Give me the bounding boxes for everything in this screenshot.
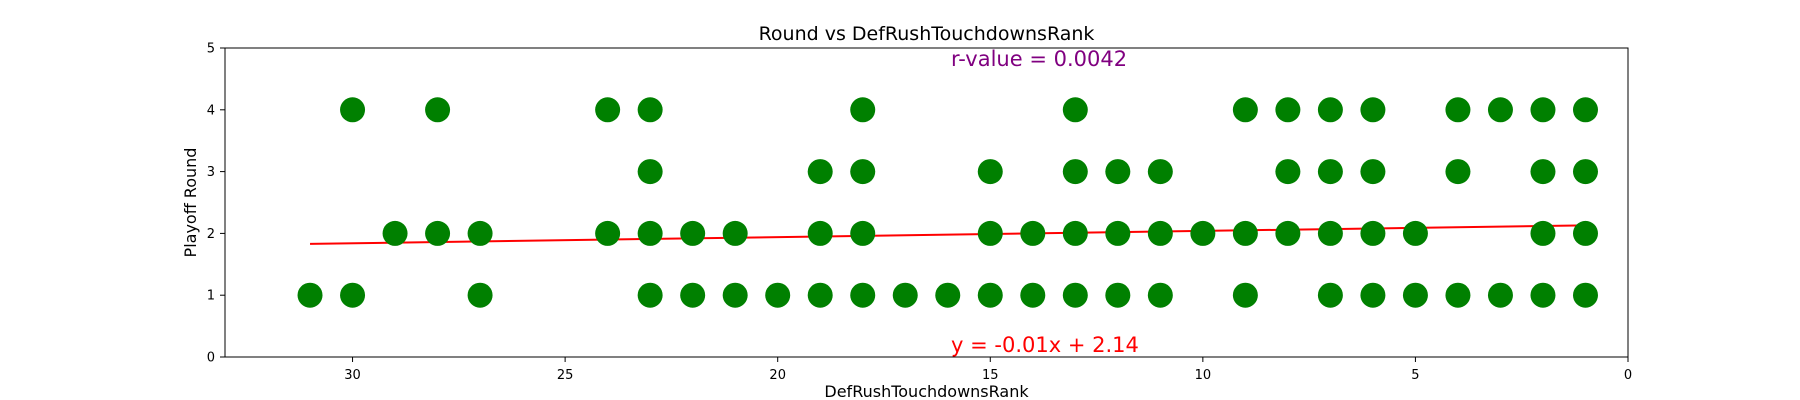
data-point bbox=[1062, 220, 1088, 246]
data-point bbox=[425, 220, 451, 246]
y-axis-ticks: 0 1 2 3 4 5 bbox=[207, 42, 225, 366]
data-point bbox=[722, 220, 748, 246]
data-point bbox=[637, 220, 663, 246]
data-point bbox=[1062, 282, 1088, 308]
data-point bbox=[1232, 282, 1258, 308]
data-point bbox=[1530, 282, 1556, 308]
y-tick-label: 3 bbox=[207, 165, 215, 180]
data-point bbox=[1020, 282, 1046, 308]
data-point bbox=[1317, 97, 1343, 123]
data-point bbox=[1445, 282, 1471, 308]
data-point bbox=[1232, 220, 1258, 246]
x-tick-label: 30 bbox=[344, 368, 361, 383]
data-point bbox=[722, 282, 748, 308]
x-tick-label: 0 bbox=[1624, 368, 1632, 383]
chart-title: Round vs DefRushTouchdownsRank bbox=[759, 23, 1095, 45]
data-point bbox=[1487, 282, 1513, 308]
data-point bbox=[680, 220, 706, 246]
data-point bbox=[1105, 220, 1131, 246]
data-point bbox=[765, 282, 791, 308]
y-tick-label: 4 bbox=[207, 103, 215, 118]
data-point bbox=[850, 282, 876, 308]
data-point bbox=[935, 282, 961, 308]
data-point bbox=[1402, 282, 1428, 308]
data-point bbox=[850, 97, 876, 123]
data-point bbox=[1360, 159, 1386, 185]
data-point bbox=[1360, 220, 1386, 246]
y-tick-label: 5 bbox=[207, 42, 215, 57]
data-point bbox=[1360, 282, 1386, 308]
data-point bbox=[467, 220, 493, 246]
data-point bbox=[637, 282, 663, 308]
data-point bbox=[595, 97, 621, 123]
data-point bbox=[1360, 97, 1386, 123]
data-point bbox=[637, 159, 663, 185]
trendline bbox=[310, 224, 1586, 245]
data-point bbox=[1317, 159, 1343, 185]
data-point bbox=[1275, 220, 1301, 246]
data-point bbox=[1147, 159, 1173, 185]
data-point bbox=[1147, 282, 1173, 308]
data-point bbox=[680, 282, 706, 308]
data-point bbox=[1275, 159, 1301, 185]
y-tick-label: 2 bbox=[207, 227, 215, 242]
data-point bbox=[467, 282, 493, 308]
data-point bbox=[1445, 159, 1471, 185]
data-point bbox=[1317, 220, 1343, 246]
data-point bbox=[1487, 97, 1513, 123]
x-tick-label: 15 bbox=[982, 368, 999, 383]
data-point bbox=[807, 282, 833, 308]
data-point bbox=[1147, 220, 1173, 246]
data-point bbox=[1020, 220, 1046, 246]
data-point bbox=[1530, 97, 1556, 123]
data-point bbox=[850, 220, 876, 246]
data-point bbox=[977, 220, 1003, 246]
data-point bbox=[1530, 159, 1556, 185]
data-point bbox=[340, 282, 366, 308]
data-point bbox=[1062, 97, 1088, 123]
data-point bbox=[892, 282, 918, 308]
x-tick-label: 25 bbox=[557, 368, 574, 383]
data-point bbox=[637, 97, 663, 123]
data-point bbox=[425, 97, 451, 123]
data-point bbox=[1445, 97, 1471, 123]
data-point bbox=[1062, 159, 1088, 185]
y-axis-label: Playoff Round bbox=[181, 148, 200, 258]
data-point bbox=[1105, 159, 1131, 185]
data-point bbox=[595, 220, 621, 246]
x-tick-label: 5 bbox=[1411, 368, 1419, 383]
data-point bbox=[1572, 282, 1598, 308]
data-point bbox=[807, 159, 833, 185]
data-point bbox=[1572, 159, 1598, 185]
data-point bbox=[977, 159, 1003, 185]
data-point bbox=[1190, 220, 1216, 246]
r-value-annotation: r-value = 0.0042 bbox=[951, 47, 1127, 71]
y-tick-label: 1 bbox=[207, 289, 215, 304]
x-axis-label: DefRushTouchdownsRank bbox=[824, 382, 1029, 400]
data-point bbox=[850, 159, 876, 185]
data-point bbox=[1572, 220, 1598, 246]
data-point bbox=[1402, 220, 1428, 246]
data-point bbox=[1572, 97, 1598, 123]
data-point bbox=[977, 282, 1003, 308]
x-tick-label: 10 bbox=[1195, 368, 1212, 383]
data-point bbox=[297, 282, 323, 308]
x-tick-label: 20 bbox=[769, 368, 786, 383]
data-point bbox=[382, 220, 408, 246]
plot-area bbox=[297, 97, 1598, 308]
axes-frame bbox=[224, 47, 1629, 358]
data-point bbox=[1317, 282, 1343, 308]
data-point bbox=[1232, 97, 1258, 123]
y-tick-label: 0 bbox=[207, 351, 215, 366]
data-point bbox=[807, 220, 833, 246]
data-point bbox=[1530, 220, 1556, 246]
trendline-equation-annotation: y = -0.01x + 2.14 bbox=[951, 333, 1139, 357]
data-point bbox=[1275, 97, 1301, 123]
x-axis-ticks: 30 25 20 15 10 5 0 bbox=[344, 357, 1632, 383]
data-point bbox=[1105, 282, 1131, 308]
data-point bbox=[340, 97, 366, 123]
